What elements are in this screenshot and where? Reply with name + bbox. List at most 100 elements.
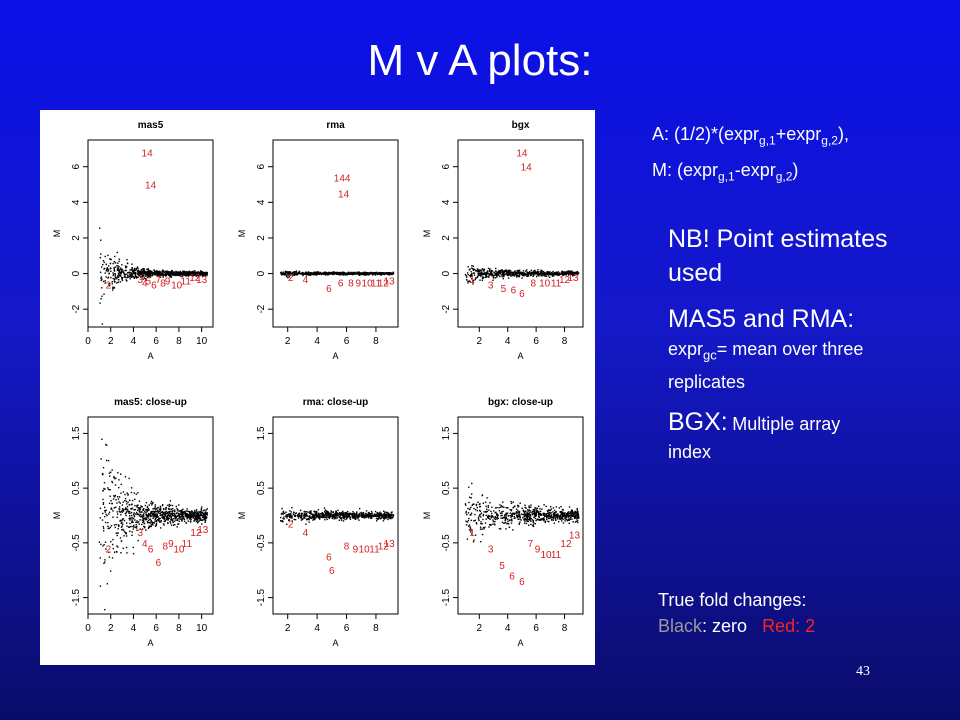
data-point (284, 270, 287, 272)
data-point (519, 514, 521, 516)
data-point (377, 518, 380, 520)
data-point (524, 270, 527, 272)
data-point (547, 509, 550, 511)
data-point (319, 273, 321, 275)
data-point (196, 274, 198, 277)
data-point (297, 272, 299, 275)
differential-gene-label: 10 (539, 278, 551, 289)
data-point (481, 523, 483, 525)
data-point (522, 272, 524, 274)
data-point (386, 272, 388, 274)
plot-title: bgx (512, 120, 530, 131)
data-point (131, 534, 133, 536)
data-point (148, 508, 150, 511)
data-point (189, 517, 192, 520)
data-point (166, 511, 168, 514)
data-point (336, 512, 338, 515)
data-point (130, 272, 133, 274)
data-point (103, 293, 105, 295)
data-point (144, 518, 146, 520)
data-point (497, 274, 500, 276)
y-tick-label: 0 (256, 270, 267, 276)
data-point (511, 274, 514, 277)
data-point (281, 272, 284, 274)
data-point (370, 513, 373, 515)
data-point (130, 491, 133, 494)
data-point (503, 270, 506, 273)
data-point (127, 510, 129, 512)
data-point (138, 274, 141, 277)
data-point (310, 513, 312, 515)
data-point (140, 272, 142, 274)
differential-gene-label: 13 (569, 531, 581, 542)
data-point (121, 276, 123, 279)
differential-gene-label: 6 (156, 558, 162, 569)
data-point (135, 521, 137, 524)
data-point (468, 280, 471, 282)
data-point (189, 511, 192, 513)
data-point (142, 515, 144, 517)
data-point (180, 511, 182, 513)
data-point (196, 511, 198, 514)
data-point (355, 512, 358, 514)
data-point (103, 261, 105, 263)
data-point (183, 520, 186, 522)
data-point (200, 513, 203, 516)
data-point (489, 272, 492, 274)
data-point (333, 514, 336, 517)
data-point (512, 501, 514, 503)
data-point (148, 513, 150, 515)
data-point (481, 494, 483, 497)
data-point (562, 271, 564, 273)
data-point (107, 527, 109, 530)
data-point (465, 524, 468, 526)
data-point (113, 507, 116, 509)
data-point (358, 513, 361, 515)
x-tick-label: 4 (314, 623, 320, 634)
data-point (160, 273, 162, 275)
data-point (325, 511, 328, 513)
data-point (371, 514, 374, 517)
m-def-suffix: ) (792, 159, 799, 180)
data-point (294, 515, 297, 517)
data-point (186, 273, 188, 276)
data-point (532, 524, 534, 526)
data-point (504, 519, 506, 522)
data-point (302, 274, 304, 277)
data-point (359, 514, 361, 517)
data-point (517, 275, 520, 277)
x-tick-label: 2 (285, 336, 291, 347)
data-point (186, 516, 189, 519)
data-point (334, 512, 337, 514)
data-point (537, 512, 540, 515)
data-point (559, 515, 562, 517)
data-point (188, 274, 190, 276)
data-point (154, 520, 156, 523)
data-point (286, 515, 289, 517)
x-tick-label: 6 (344, 623, 350, 634)
data-point (144, 272, 147, 274)
data-point (157, 273, 160, 276)
data-point (511, 272, 513, 275)
data-point (188, 273, 191, 275)
data-point (554, 515, 556, 517)
data-point (178, 513, 180, 515)
y-tick-label: 0 (441, 270, 452, 276)
data-point (205, 516, 208, 519)
data-point (150, 512, 153, 514)
data-point (124, 497, 127, 500)
data-point (206, 514, 208, 516)
data-point (314, 512, 317, 515)
data-point (498, 527, 501, 530)
data-point (388, 515, 391, 517)
data-point (543, 504, 545, 506)
x-tick-label: 10 (196, 623, 208, 634)
data-point (571, 515, 573, 517)
data-point (160, 514, 162, 516)
data-point (576, 516, 579, 518)
data-point (385, 515, 387, 518)
data-point (185, 522, 188, 524)
data-point (282, 273, 284, 275)
data-point (575, 513, 577, 515)
